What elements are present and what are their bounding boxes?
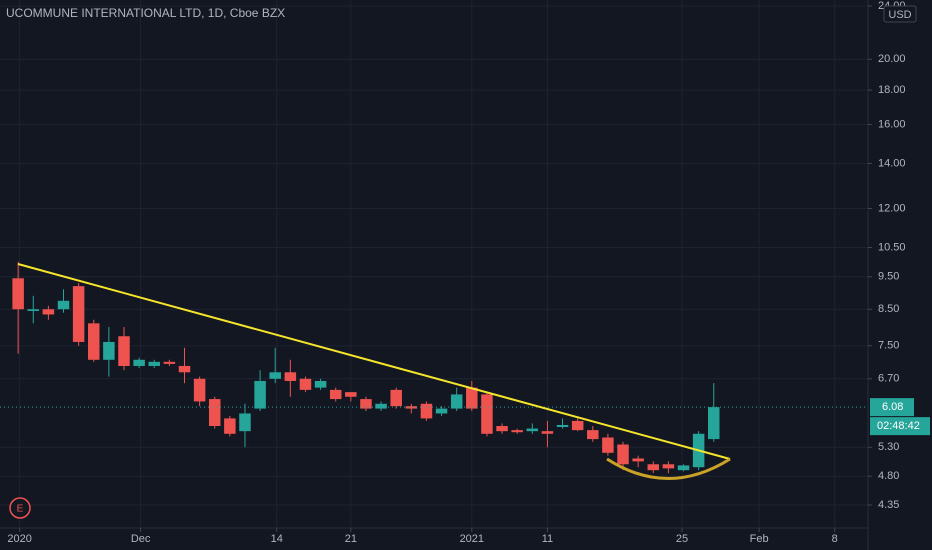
- candle-body: [148, 361, 160, 366]
- candle-body: [27, 309, 40, 311]
- candle-body: [496, 425, 508, 432]
- countdown-label: 02:48:42: [877, 420, 920, 432]
- candle-body: [541, 431, 554, 434]
- labels: 4.35 4.80 5.30 6.70 7.50 8.50 9.50 10.50 12.00 14…: [7, 0, 930, 545]
- x-tick-label: Dec: [131, 533, 151, 545]
- candle-body: [420, 403, 433, 419]
- cup-drawing: [606, 457, 731, 480]
- x-tick-label: 21: [345, 533, 357, 545]
- candle-body: [72, 286, 85, 342]
- candle-body: [314, 380, 327, 388]
- candle-body: [511, 430, 523, 433]
- candle-body: [208, 399, 221, 426]
- candle-body: [435, 408, 448, 414]
- candle-body: [345, 392, 357, 397]
- earnings-marker[interactable]: [9, 497, 31, 519]
- candle-body: [405, 406, 418, 409]
- candle-body: [571, 420, 584, 431]
- candle-body: [42, 309, 55, 315]
- x-tick-label: Feb: [750, 533, 769, 545]
- y-tick-label: 9.50: [878, 271, 899, 283]
- y-tick-label: 10.50: [878, 241, 906, 253]
- currency-box: [883, 5, 917, 23]
- x-tick-label: 8: [832, 533, 838, 545]
- candle-body: [450, 394, 463, 409]
- candle-body: [269, 372, 281, 379]
- candle-body: [481, 394, 493, 434]
- candle-body: [118, 336, 130, 366]
- y-tick-label: 6.70: [878, 373, 899, 385]
- grid: [0, 0, 868, 528]
- y-tick-label: 5.30: [878, 441, 899, 453]
- earnings-label: E: [17, 504, 24, 515]
- candle-body: [647, 464, 660, 471]
- candle-body: [360, 399, 372, 409]
- currency: USD: [888, 9, 911, 21]
- candle-body: [239, 413, 251, 432]
- candle-body: [329, 389, 342, 400]
- candle-body: [284, 372, 297, 381]
- candles: [0, 261, 868, 474]
- candle-body: [254, 380, 266, 409]
- candle-body: [662, 464, 675, 469]
- y-tick-label: 12.00: [878, 202, 906, 214]
- candle-body: [632, 458, 644, 462]
- candle-body: [133, 359, 145, 366]
- candle-body: [708, 407, 720, 440]
- candle-body: [163, 361, 176, 364]
- candle-body: [103, 341, 115, 360]
- candle-body: [299, 378, 312, 390]
- x-tick-label: 11: [542, 533, 553, 545]
- candle-body: [466, 387, 478, 409]
- candle-body: [526, 428, 539, 432]
- x-tick-label: 25: [676, 533, 688, 545]
- candle-body: [12, 278, 24, 310]
- y-tick-label: 18.00: [878, 84, 906, 96]
- candle-body: [193, 378, 206, 402]
- candle-body: [224, 418, 236, 434]
- last-price-label: 6.08: [882, 401, 903, 413]
- x-tick-label: 2020: [7, 533, 31, 545]
- countdown-box: [870, 417, 930, 436]
- x-tick-label: 2021: [460, 533, 484, 545]
- candle-body: [602, 437, 614, 453]
- trend-line: [17, 263, 731, 460]
- y-tick-label: 8.50: [878, 303, 899, 315]
- candle-body: [587, 430, 599, 440]
- candle-body: [390, 389, 402, 407]
- y-tick-label: 4.80: [878, 470, 899, 482]
- candle-body: [617, 444, 629, 465]
- candle-body: [375, 403, 387, 409]
- candle-body: [178, 365, 191, 373]
- y-tick-label: 7.50: [878, 340, 899, 352]
- y-tick-label: 20.00: [878, 53, 906, 65]
- y-tick-label: 14.00: [878, 157, 906, 169]
- candle-body: [556, 424, 569, 428]
- candle-body: [88, 323, 100, 360]
- y-tick-label: 4.35: [878, 499, 899, 511]
- last-price-box: [870, 398, 914, 417]
- chart-title: UCOMMUNE INTERNATIONAL LTD, 1D, Cboe BZX: [6, 6, 285, 20]
- candle-body: [677, 465, 690, 471]
- candle-body: [57, 300, 70, 310]
- x-tick-label: 14: [271, 533, 283, 545]
- y-tick-label: 16.00: [878, 118, 906, 130]
